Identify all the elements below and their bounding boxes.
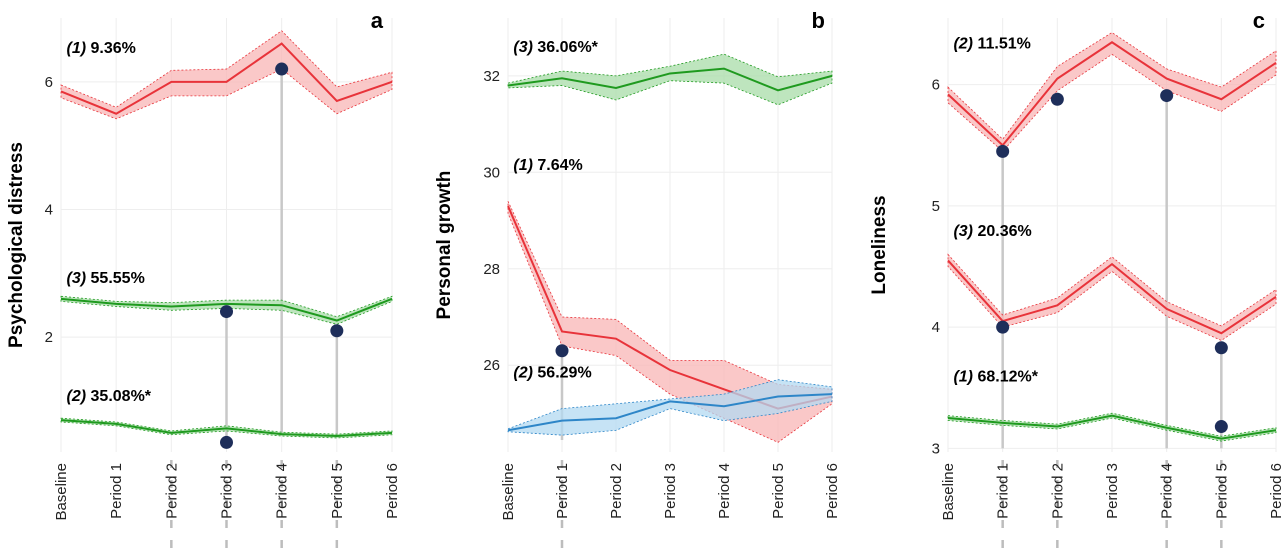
y-axis-label: Personal growth [434, 171, 455, 320]
x-tick-label: Period 3 [662, 463, 679, 519]
cluster-annotation: (1) 68.12%* [953, 369, 1038, 386]
y-tick-label: 2 [45, 329, 53, 346]
cluster-number: (3) [953, 223, 973, 240]
cluster-number: (1) [513, 157, 533, 174]
cluster-percentage: 20.36% [973, 223, 1032, 240]
cluster-number: (1) [67, 40, 87, 57]
panel-letter: c [1253, 8, 1265, 33]
cluster-percentage: 7.64% [533, 157, 583, 174]
data-point [1050, 92, 1064, 106]
confidence-band [60, 295, 393, 325]
cluster-percentage: 36.06%* [533, 39, 599, 56]
x-tick-label: Period 6 [384, 463, 401, 519]
data-point [1214, 341, 1228, 355]
cluster-percentage: 9.36% [86, 40, 136, 57]
cluster-percentage: 56.29% [533, 364, 592, 381]
cluster-annotation: (1) 9.36% [67, 40, 136, 57]
data-point [996, 320, 1010, 334]
data-point [220, 305, 233, 319]
panel-c: 3 4 5 6 Baseline Period 1 Period 2 Period 3 Peri… [869, 8, 1283, 555]
x-tick-label: Baseline [940, 463, 957, 521]
cluster-annotation: (3) 36.06%* [513, 39, 598, 56]
panel-b: 26 28 30 32 Baseline Period 1 Period 2 Period 3… [434, 8, 841, 555]
series-line [60, 42, 393, 115]
data-point [996, 144, 1010, 158]
y-axis-label: Loneliness [869, 195, 890, 294]
data-point [275, 62, 289, 76]
cluster-number: (2) [953, 35, 973, 52]
x-tick-label: Period 4 [274, 463, 291, 519]
x-tick-label: Period 3 [219, 463, 236, 519]
confidence-band [507, 53, 833, 106]
cluster-annotation: (2) 35.08%* [67, 388, 152, 405]
y-tick-label: 6 [45, 74, 53, 91]
cluster-percentage: 11.51% [973, 35, 1031, 52]
x-tick-label: Period 1 [995, 463, 1012, 519]
cluster-number: (3) [513, 39, 533, 56]
panel-letter: b [812, 8, 825, 33]
x-tick-label: Period 3 [1104, 463, 1121, 519]
x-tick-label: Period 5 [770, 463, 787, 519]
x-tick-label: Period 6 [1268, 463, 1283, 519]
y-tick-label: 4 [45, 201, 53, 218]
x-tick-label: Baseline [500, 463, 517, 521]
data-point [555, 344, 569, 358]
series-line [507, 67, 833, 92]
x-tick-label: Period 4 [1159, 463, 1176, 519]
y-tick-label: 5 [932, 198, 940, 215]
y-tick-label: 4 [932, 319, 940, 336]
cluster-annotation: (2) 56.29% [513, 364, 591, 381]
series-line [947, 414, 1277, 440]
x-tick-label: Period 5 [1213, 463, 1230, 519]
y-tick-label: 32 [483, 68, 500, 85]
confidence-band [947, 32, 1277, 152]
x-tick-label: Period 2 [608, 463, 625, 519]
series-line [60, 419, 393, 438]
data-point [1160, 89, 1174, 103]
y-axis-label: Psychological distress [6, 142, 27, 348]
cluster-percentage: 55.55% [86, 270, 145, 287]
x-tick-label: Baseline [53, 463, 70, 521]
confidence-band [507, 379, 833, 436]
data-point [1214, 420, 1228, 434]
confidence-band [947, 253, 1277, 341]
cluster-percentage: 68.12%* [973, 369, 1039, 386]
x-tick-label: Period 1 [554, 463, 571, 519]
x-tick-label: Period 6 [824, 463, 841, 519]
cluster-percentage: 35.08%* [86, 388, 152, 405]
cluster-number: (1) [953, 369, 973, 386]
x-tick-label: Period 1 [108, 463, 125, 519]
x-tick-label: Period 2 [1049, 463, 1066, 519]
y-tick-label: 3 [932, 440, 940, 457]
cluster-number: (2) [67, 388, 87, 405]
data-point [330, 324, 344, 338]
series-line [507, 393, 833, 432]
cluster-number: (2) [513, 364, 533, 381]
cluster-annotation: (3) 55.55% [67, 270, 145, 287]
y-tick-label: 30 [483, 164, 500, 181]
y-tick-label: 26 [483, 357, 500, 374]
panel-letter: a [371, 8, 384, 33]
data-point [220, 435, 233, 449]
cluster-annotation: (3) 20.36% [953, 223, 1031, 240]
cluster-number: (3) [67, 270, 87, 287]
y-tick-label: 28 [483, 261, 500, 278]
cluster-annotation: (1) 7.64% [513, 157, 582, 174]
series-line [60, 297, 393, 322]
x-tick-label: Period 5 [329, 463, 346, 519]
x-tick-label: Period 4 [716, 463, 733, 519]
panel-a: 2 4 6 Baseline Period 1 Period 2 Period 3 Perio… [6, 8, 401, 555]
cluster-annotation: (2) 11.51% [953, 35, 1030, 52]
x-tick-label: Period 2 [163, 463, 180, 519]
y-tick-label: 6 [932, 77, 940, 94]
confidence-band [507, 201, 833, 443]
